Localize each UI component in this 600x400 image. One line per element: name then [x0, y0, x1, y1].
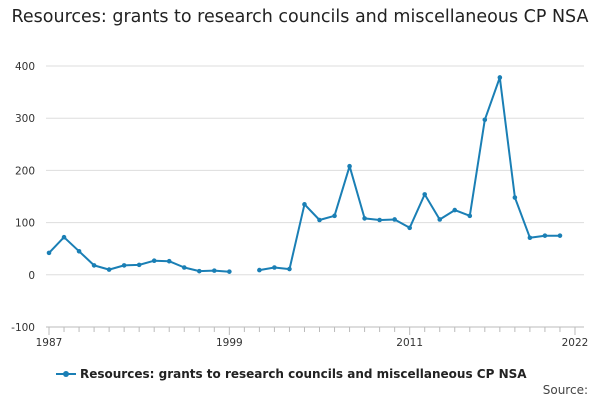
x-tick-label: 1987 [36, 337, 63, 349]
data-point [392, 217, 397, 222]
x-tick-label: 2011 [396, 337, 423, 349]
data-point [437, 217, 443, 222]
data-point [46, 250, 52, 256]
data-point [407, 225, 412, 231]
data-point [377, 217, 382, 223]
data-point [332, 213, 337, 219]
data-point [151, 258, 157, 264]
data-point [91, 263, 97, 268]
data-point [317, 217, 322, 223]
series-line-group [46, 75, 563, 274]
y-tick-label: 300 [15, 113, 35, 125]
data-point [497, 75, 503, 80]
data-point [422, 192, 428, 197]
y-tick-label: -100 [11, 322, 35, 334]
data-point [227, 269, 232, 274]
legend-label: Resources: grants to research councils a… [80, 367, 527, 381]
data-point [482, 117, 488, 123]
data-point [527, 235, 533, 241]
data-point [347, 163, 352, 169]
data-point [181, 265, 187, 270]
y-tick-label: 200 [15, 165, 35, 177]
x-tick-label: 1999 [216, 337, 243, 349]
source-label: Source: [542, 383, 588, 397]
data-point [196, 268, 202, 274]
data-point [272, 265, 277, 270]
data-point [61, 234, 67, 240]
data-point [166, 258, 172, 264]
chart-title: Resources: grants to research councils a… [11, 7, 589, 27]
y-axis: -100 0 100 200 300 400 [11, 61, 35, 334]
data-point [557, 233, 563, 238]
x-tick-label: 2022 [562, 337, 589, 349]
y-tick-label: 400 [15, 61, 35, 73]
legend[interactable]: Resources: grants to research councils a… [56, 366, 527, 382]
data-point [212, 268, 217, 273]
data-point [467, 213, 473, 219]
data-point [136, 262, 142, 268]
data-point [121, 263, 127, 268]
data-point [542, 233, 548, 238]
y-tick-label: 100 [15, 218, 35, 230]
legend-swatch [56, 369, 76, 379]
x-axis: 1987 1999 2011 2022 [36, 326, 589, 349]
data-point [106, 267, 112, 272]
data-point [452, 207, 458, 213]
data-point [287, 266, 292, 272]
data-point [362, 216, 367, 221]
series-line [259, 76, 560, 272]
data-point [257, 267, 262, 273]
y-tick-label: 0 [28, 270, 35, 282]
data-point [76, 249, 82, 254]
data-point [302, 202, 307, 207]
data-point [512, 195, 518, 200]
